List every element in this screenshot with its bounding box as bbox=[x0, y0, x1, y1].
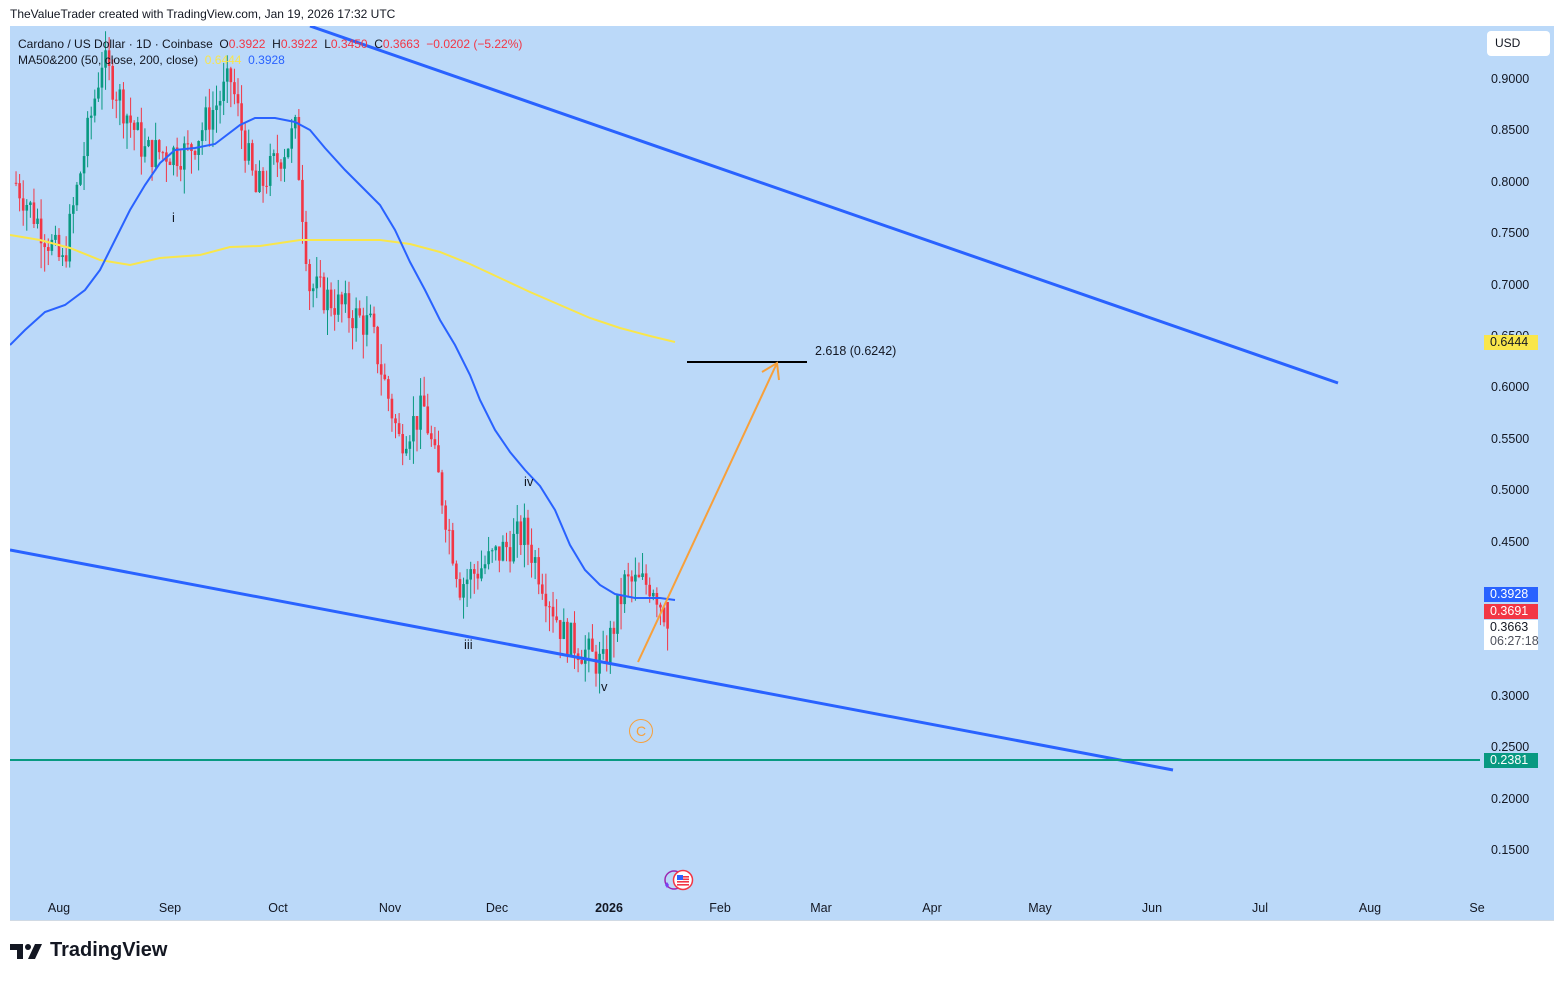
time-tick: Apr bbox=[922, 901, 942, 915]
projection-arrow[interactable] bbox=[637, 362, 778, 663]
price-tick: 0.7000 bbox=[1491, 277, 1530, 292]
economic-events-icon[interactable] bbox=[660, 869, 696, 891]
time-tick: Sep bbox=[158, 901, 182, 915]
time-tick: Aug bbox=[47, 901, 71, 915]
tradingview-logo[interactable]: TradingView bbox=[10, 939, 167, 962]
arrow-head-icon bbox=[761, 361, 780, 381]
lower-trendline[interactable] bbox=[10, 548, 1174, 772]
price-tick: 0.7500 bbox=[1491, 226, 1530, 241]
prev-close-badge: 0.3691 bbox=[1484, 604, 1538, 619]
price-tick: 0.9000 bbox=[1491, 72, 1530, 86]
ma50-price-badge: 0.3928 bbox=[1484, 587, 1538, 602]
hline-price-badge: 0.2381 bbox=[1484, 753, 1538, 768]
price-tick: 0.6000 bbox=[1491, 380, 1530, 395]
time-tick: May bbox=[1028, 901, 1052, 915]
candlestick-series bbox=[14, 31, 669, 694]
time-tick: Se bbox=[1469, 901, 1485, 915]
ma50-value: 0.3928 bbox=[248, 53, 285, 67]
change-value: −0.0202 (−5.22%) bbox=[426, 37, 523, 51]
time-tick: 2026 bbox=[595, 901, 623, 915]
wave-label-iii[interactable]: iii bbox=[464, 637, 473, 652]
chart-pane[interactable] bbox=[10, 26, 1554, 921]
time-tick: Dec bbox=[485, 901, 509, 915]
indicator-name[interactable]: MA50&200 (50, close, 200, close) bbox=[18, 53, 199, 67]
chart-credit: TheValueTrader created with TradingView.… bbox=[10, 7, 396, 21]
time-tick: Nov bbox=[378, 901, 402, 915]
price-tick: 0.1500 bbox=[1491, 843, 1530, 857]
ma200-value: 0.6444 bbox=[204, 53, 242, 67]
time-tick: Jun bbox=[1141, 901, 1163, 915]
wave-label-v[interactable]: v bbox=[601, 679, 608, 694]
time-tick: Oct bbox=[268, 901, 288, 915]
price-tick: 0.5000 bbox=[1491, 483, 1530, 498]
time-tick: Mar bbox=[810, 901, 832, 915]
time-tick: Jul bbox=[1252, 901, 1268, 915]
price-tick: 0.3000 bbox=[1491, 688, 1530, 703]
brand-name: TradingView bbox=[50, 939, 168, 961]
price-tick: 0.5500 bbox=[1491, 431, 1530, 446]
ma200-price-badge: 0.6444 bbox=[1484, 335, 1538, 350]
fib-level-label: 2.618 (0.6242) bbox=[815, 344, 897, 358]
bar-countdown: 06:27:18 bbox=[1490, 634, 1539, 648]
price-tick: 0.8500 bbox=[1491, 123, 1530, 138]
wave-label-c[interactable]: C bbox=[629, 719, 653, 743]
ma50-line bbox=[10, 117, 676, 601]
price-tick: 0.2000 bbox=[1491, 791, 1530, 806]
price-tick: 0.4500 bbox=[1491, 534, 1530, 549]
symbol-name[interactable]: Cardano / US Dollar · 1D · Coinbase bbox=[18, 37, 213, 51]
currency-button[interactable]: USD bbox=[1487, 31, 1550, 56]
wave-label-i[interactable]: i bbox=[172, 210, 175, 225]
chart-legend: Cardano / US Dollar · 1D · Coinbase O0.3… bbox=[18, 37, 523, 67]
last-price-badge: 0.3663 06:27:18 bbox=[1484, 620, 1539, 650]
upper-trendline[interactable] bbox=[309, 26, 1339, 385]
tradingview-logo-icon bbox=[10, 943, 42, 959]
price-tick: 0.2500 bbox=[1491, 740, 1530, 755]
time-tick: Aug bbox=[1358, 901, 1382, 915]
price-tick: 0.8000 bbox=[1491, 174, 1530, 189]
time-tick: Feb bbox=[709, 901, 731, 915]
wave-label-iv[interactable]: iv bbox=[524, 474, 534, 489]
ma200-line bbox=[10, 234, 676, 343]
